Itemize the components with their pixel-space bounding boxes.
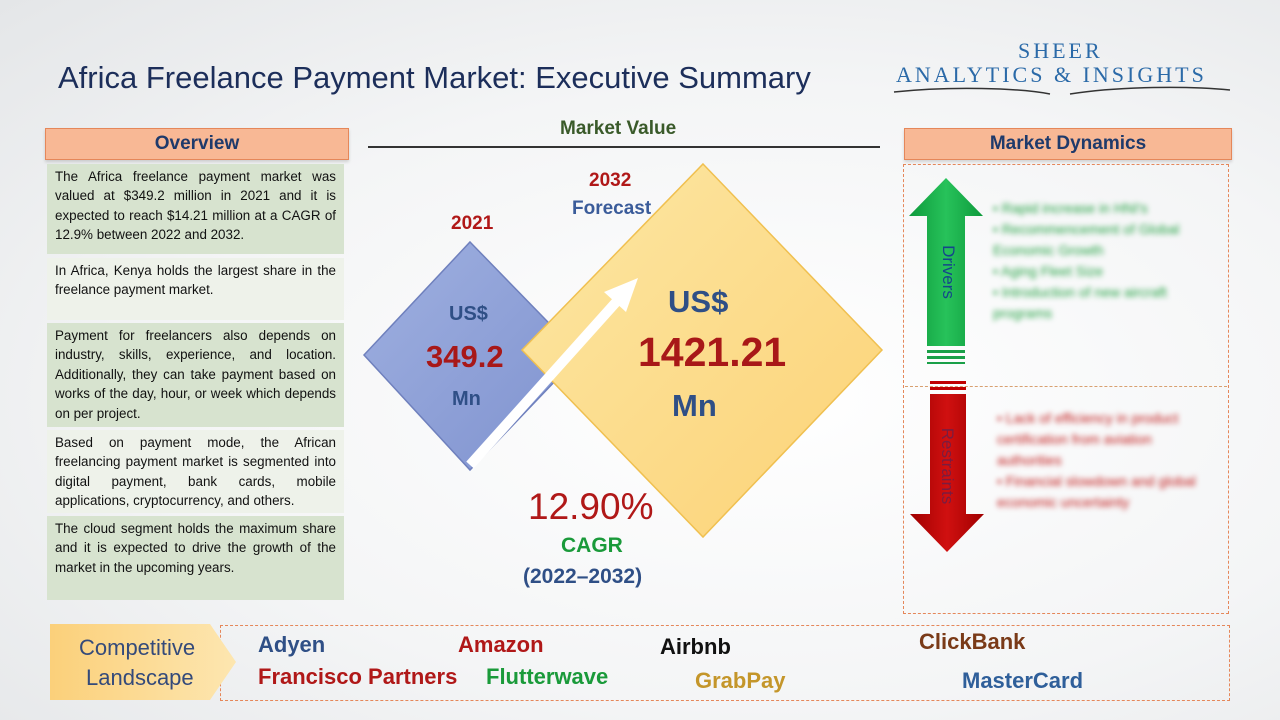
competitive-chevron xyxy=(50,624,236,700)
dynamics-panel xyxy=(903,164,1229,614)
company-francisco-partners: Francisco Partners xyxy=(258,664,458,689)
drivers-arrow-icon xyxy=(909,178,983,364)
growth-arrow-head xyxy=(604,278,638,312)
driver-item: Recommencement of Global Economic Growth xyxy=(993,219,1213,261)
cagr-value: 12.90% xyxy=(528,486,654,527)
value-2021: 349.2 xyxy=(426,339,504,374)
restraints-arrow-icon xyxy=(910,381,984,552)
unit-2032: Mn xyxy=(672,388,717,423)
company-adyen: Adyen xyxy=(258,632,326,657)
dynamics-header: Market Dynamics xyxy=(904,128,1232,160)
market-value-diamonds xyxy=(362,162,884,539)
company-airbnb: Airbnb xyxy=(660,634,731,659)
diamond-2021 xyxy=(362,240,582,472)
cagr-range: (2022–2032) xyxy=(523,565,643,588)
drivers-label: Drivers xyxy=(939,245,958,299)
forecast-label: Forecast xyxy=(572,198,652,219)
overview-paragraph-2: In Africa, Kenya holds the largest share… xyxy=(47,258,344,320)
restraints-list: Lack of efficiency in product certificat… xyxy=(997,408,1212,513)
overview-header: Overview xyxy=(45,128,349,160)
company-amazon: Amazon xyxy=(458,632,544,657)
company-flutterwave: Flutterwave xyxy=(486,664,609,689)
currency-2032: US$ xyxy=(668,284,729,319)
restraint-item: Lack of efficiency in product certificat… xyxy=(997,408,1212,471)
page-title: Africa Freelance Payment Market: Executi… xyxy=(58,60,811,95)
unit-2021: Mn xyxy=(452,388,481,410)
driver-item: Aging Fleet Size xyxy=(993,261,1213,282)
driver-item: Rapid increase in HNI's xyxy=(993,198,1213,219)
company-mastercard: MasterCard xyxy=(962,668,1084,693)
market-value-divider xyxy=(368,146,880,148)
cagr-label: CAGR xyxy=(561,534,623,557)
dynamics-arrows xyxy=(909,178,984,552)
growth-arrow-icon xyxy=(466,296,622,469)
logo-line-1: SHEER xyxy=(1018,38,1103,63)
diamond-2032 xyxy=(520,162,884,539)
restraints-label: Restraints xyxy=(938,427,957,505)
drivers-list: Rapid increase in HNI's Recommencement o… xyxy=(993,198,1213,324)
overview-paragraph-4: Based on payment mode, the African freel… xyxy=(47,430,344,513)
overview-paragraph-5: The cloud segment holds the maximum shar… xyxy=(47,516,344,600)
market-value-title: Market Value xyxy=(560,118,677,139)
value-2032: 1421.21 xyxy=(638,329,787,375)
logo-swoosh-icon xyxy=(893,86,1231,95)
year-2021: 2021 xyxy=(451,213,494,234)
overview-paragraph-1: The Africa freelance payment market was … xyxy=(47,164,344,254)
currency-2021: US$ xyxy=(449,303,488,325)
competitive-label-line-1: Competitive xyxy=(79,635,196,660)
logo-line-2: ANALYTICS & INSIGHTS xyxy=(896,62,1207,87)
company-clickbank: ClickBank xyxy=(919,629,1026,654)
driver-item: Introduction of new aircraft programs xyxy=(993,282,1213,324)
company-grabpay: GrabPay xyxy=(695,668,786,693)
overview-paragraph-3: Payment for freelancers also depends on … xyxy=(47,323,344,427)
year-2032: 2032 xyxy=(589,170,632,191)
dynamics-divider xyxy=(905,386,1227,387)
competitive-label-line-2: Landscape xyxy=(86,665,194,690)
restraint-item: Financial slowdown and global economic u… xyxy=(997,471,1212,513)
